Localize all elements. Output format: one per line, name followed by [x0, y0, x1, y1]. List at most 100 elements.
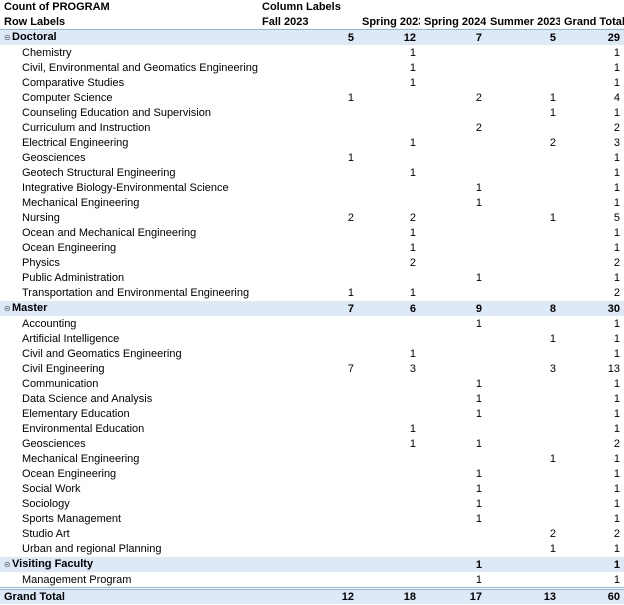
value-cell	[358, 406, 420, 422]
item-row: Data Science and Analysis 1 1	[0, 391, 624, 407]
grand-total-label: Grand Total	[0, 587, 258, 605]
collapse-toggle[interactable]: ⊝	[4, 304, 11, 313]
value-cell: 1	[560, 481, 624, 497]
value-cell	[258, 165, 358, 181]
value-cell	[258, 331, 358, 347]
item-row: Civil Engineering 7 3 3 13	[0, 361, 624, 377]
item-row: Accounting 1 1	[0, 316, 624, 332]
value-cell: 1	[560, 316, 624, 332]
value-cell	[420, 45, 486, 61]
value-cell	[486, 225, 560, 241]
row-label: Comparative Studies	[0, 75, 258, 91]
row-label: Artificial Intelligence	[0, 331, 258, 347]
row-label: Geotech Structural Engineering	[0, 165, 258, 181]
row-label: Social Work	[0, 481, 258, 497]
value-cell	[486, 150, 560, 166]
value-cell: 17	[420, 587, 486, 605]
value-cell	[486, 180, 560, 196]
value-cell	[486, 391, 560, 407]
value-cell	[420, 361, 486, 377]
value-cell	[258, 45, 358, 61]
item-row: Nursing 2 2 1 5	[0, 210, 624, 226]
value-cell	[358, 331, 420, 347]
value-cell	[486, 120, 560, 136]
value-cell	[486, 45, 560, 61]
value-cell	[258, 316, 358, 332]
column-header: Spring 2023	[358, 14, 420, 30]
item-row: Management Program 1 1	[0, 572, 624, 589]
column-header: Spring 2024	[420, 14, 486, 30]
value-cell: 2	[560, 436, 624, 452]
value-cell	[358, 105, 420, 121]
value-cell: 1	[560, 406, 624, 422]
row-label: Mechanical Engineering	[0, 195, 258, 211]
value-cell	[486, 165, 560, 181]
value-cell: 2	[486, 135, 560, 151]
value-cell: 1	[358, 240, 420, 256]
value-cell	[358, 481, 420, 497]
item-row: Public Administration 1 1	[0, 270, 624, 286]
value-cell: 1	[420, 496, 486, 512]
item-row: Counseling Education and Supervision 1 1	[0, 105, 624, 121]
value-cell	[486, 421, 560, 437]
value-cell: 1	[258, 285, 358, 301]
header-row: Count of PROGRAM Column Labels	[0, 0, 624, 15]
value-cell	[258, 195, 358, 211]
grand-total-row: Grand Total 12 18 17 13 60	[0, 587, 624, 605]
value-cell: 1	[560, 421, 624, 437]
value-cell	[258, 466, 358, 482]
item-row: Sports Management 1 1	[0, 511, 624, 527]
value-cell: 9	[420, 300, 486, 317]
value-cell: 12	[358, 29, 420, 46]
collapse-toggle[interactable]: ⊝	[4, 560, 11, 569]
collapse-toggle[interactable]: ⊝	[4, 33, 11, 42]
value-cell	[258, 180, 358, 196]
value-cell	[486, 270, 560, 286]
value-cell: 13	[486, 587, 560, 605]
value-cell: 1	[420, 376, 486, 392]
item-row: Electrical Engineering 1 2 3	[0, 135, 624, 151]
value-cell	[486, 572, 560, 589]
item-row: Social Work 1 1	[0, 481, 624, 497]
value-cell: 2	[486, 526, 560, 542]
value-cell: 1	[358, 60, 420, 76]
value-cell: 5	[560, 210, 624, 226]
value-cell	[258, 556, 358, 573]
header-row: Row Labels Fall 2023 Spring 2023 Spring 20…	[0, 14, 624, 30]
value-cell: 1	[358, 45, 420, 61]
value-cell: 1	[358, 436, 420, 452]
value-cell: 2	[358, 210, 420, 226]
row-label: Ocean and Mechanical Engineering	[0, 225, 258, 241]
row-label: Geosciences	[0, 436, 258, 452]
value-cell: 1	[560, 75, 624, 91]
value-cell: 29	[560, 29, 624, 46]
value-cell	[258, 105, 358, 121]
value-cell	[420, 541, 486, 557]
value-cell	[358, 391, 420, 407]
value-cell	[258, 421, 358, 437]
value-cell: 1	[420, 180, 486, 196]
row-label: Accounting	[0, 316, 258, 332]
value-cell: 1	[560, 105, 624, 121]
value-cell: 60	[560, 587, 624, 605]
item-row: Urban and regional Planning 1 1	[0, 541, 624, 557]
row-label: Transportation and Environmental Enginee…	[0, 285, 258, 301]
group-label: Visiting Faculty	[12, 558, 94, 570]
value-cell	[420, 60, 486, 76]
value-cell: 1	[560, 496, 624, 512]
group-row: ⊝Doctoral 5 12 7 5 29	[0, 29, 624, 46]
row-label: Counseling Education and Supervision	[0, 105, 258, 121]
value-cell: 1	[560, 150, 624, 166]
value-cell: 30	[560, 300, 624, 317]
value-cell	[420, 75, 486, 91]
item-row: Ocean Engineering 1 1	[0, 240, 624, 256]
value-cell	[258, 541, 358, 557]
item-row: Physics 2 2	[0, 255, 624, 271]
value-cell: 18	[358, 587, 420, 605]
value-cell	[258, 120, 358, 136]
group-label: Master	[12, 302, 48, 314]
row-label: Chemistry	[0, 45, 258, 61]
value-cell	[258, 75, 358, 91]
